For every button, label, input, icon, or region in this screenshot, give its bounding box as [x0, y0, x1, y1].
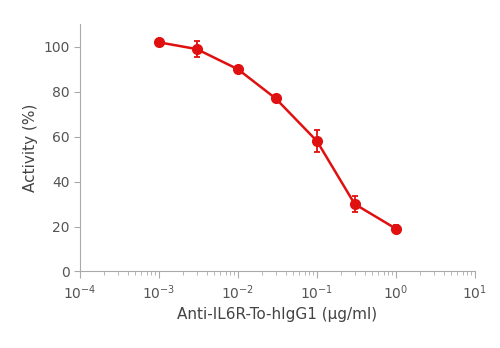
X-axis label: Anti-IL6R-To-hIgG1 (μg/ml): Anti-IL6R-To-hIgG1 (μg/ml)	[178, 307, 378, 322]
Y-axis label: Activity (%): Activity (%)	[22, 104, 38, 192]
